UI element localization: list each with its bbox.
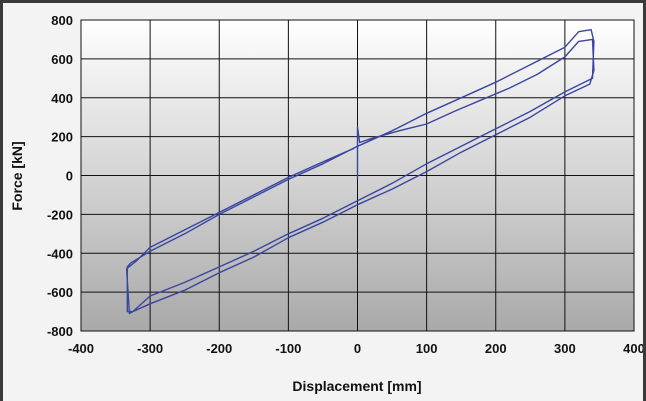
y-tick-label: -200 (47, 207, 73, 222)
y-tick-label: -800 (47, 324, 73, 339)
x-tick-label: 400 (623, 341, 643, 356)
x-tick-label: -200 (206, 341, 232, 356)
chart-frame: -400 -300 -200 -100 0 100 200 300 400 800 600 400 2… (3, 3, 643, 401)
y-tick-label: -400 (47, 246, 73, 261)
x-tick-labels: -400 -300 -200 -100 0 100 200 300 400 (68, 341, 643, 356)
gridlines (80, 19, 635, 332)
y-tick-label: 600 (51, 52, 73, 67)
x-tick-label: 300 (554, 341, 576, 356)
hysteresis-chart: -400 -300 -200 -100 0 100 200 300 400 800 600 400 2… (9, 13, 643, 394)
x-tick-label: -400 (68, 341, 94, 356)
force-displacement-curve (125, 29, 595, 315)
y-tick-label: 200 (51, 130, 73, 145)
y-tick-label: -600 (47, 285, 73, 300)
x-tick-label: 0 (354, 341, 361, 356)
x-axis-title: Displacement [mm] (292, 378, 421, 394)
x-tick-label: -300 (137, 341, 163, 356)
y-tick-labels: 800 600 400 200 0 -200 -400 -600 -800 (47, 13, 73, 339)
y-axis-title: Force [kN] (9, 141, 25, 210)
y-tick-label: 0 (66, 169, 73, 184)
y-tick-label: 800 (51, 13, 73, 28)
x-tick-label: 100 (416, 341, 438, 356)
y-tick-label: 400 (51, 91, 73, 106)
x-tick-label: 200 (485, 341, 507, 356)
x-tick-label: -100 (275, 341, 301, 356)
